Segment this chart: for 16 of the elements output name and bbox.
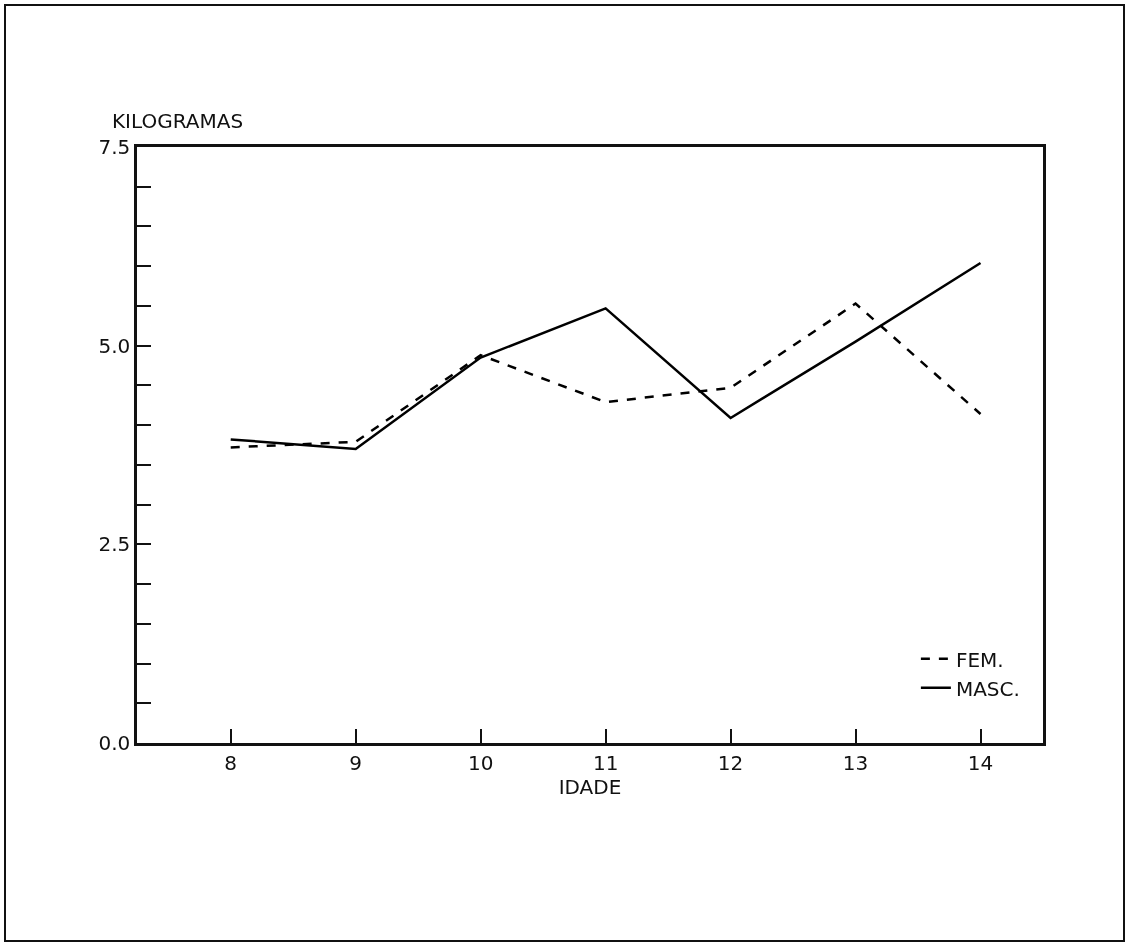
y-axis-title: KILOGRAMAS (112, 109, 244, 133)
x-tick-label: 8 (224, 750, 238, 775)
legend-label: MASC. (955, 676, 1020, 701)
line-series (229, 261, 982, 451)
y-tick-label: 0.0 (98, 731, 131, 755)
x-tick-label: 14 (967, 750, 994, 775)
y-tick-label: 7.5 (98, 135, 131, 159)
y-tick-label: 5.0 (98, 333, 131, 358)
x-tick-label: 12 (717, 750, 744, 775)
x-tick-label: 9 (349, 750, 363, 775)
x-tick-label: 10 (467, 750, 494, 775)
x-tick-label: 13 (842, 750, 869, 775)
x-tick-label: 11 (592, 750, 619, 775)
legend-label: FEM. (955, 647, 1004, 672)
y-tick-label: 2.5 (98, 532, 131, 557)
x-axis-title: IDADE (558, 774, 622, 799)
